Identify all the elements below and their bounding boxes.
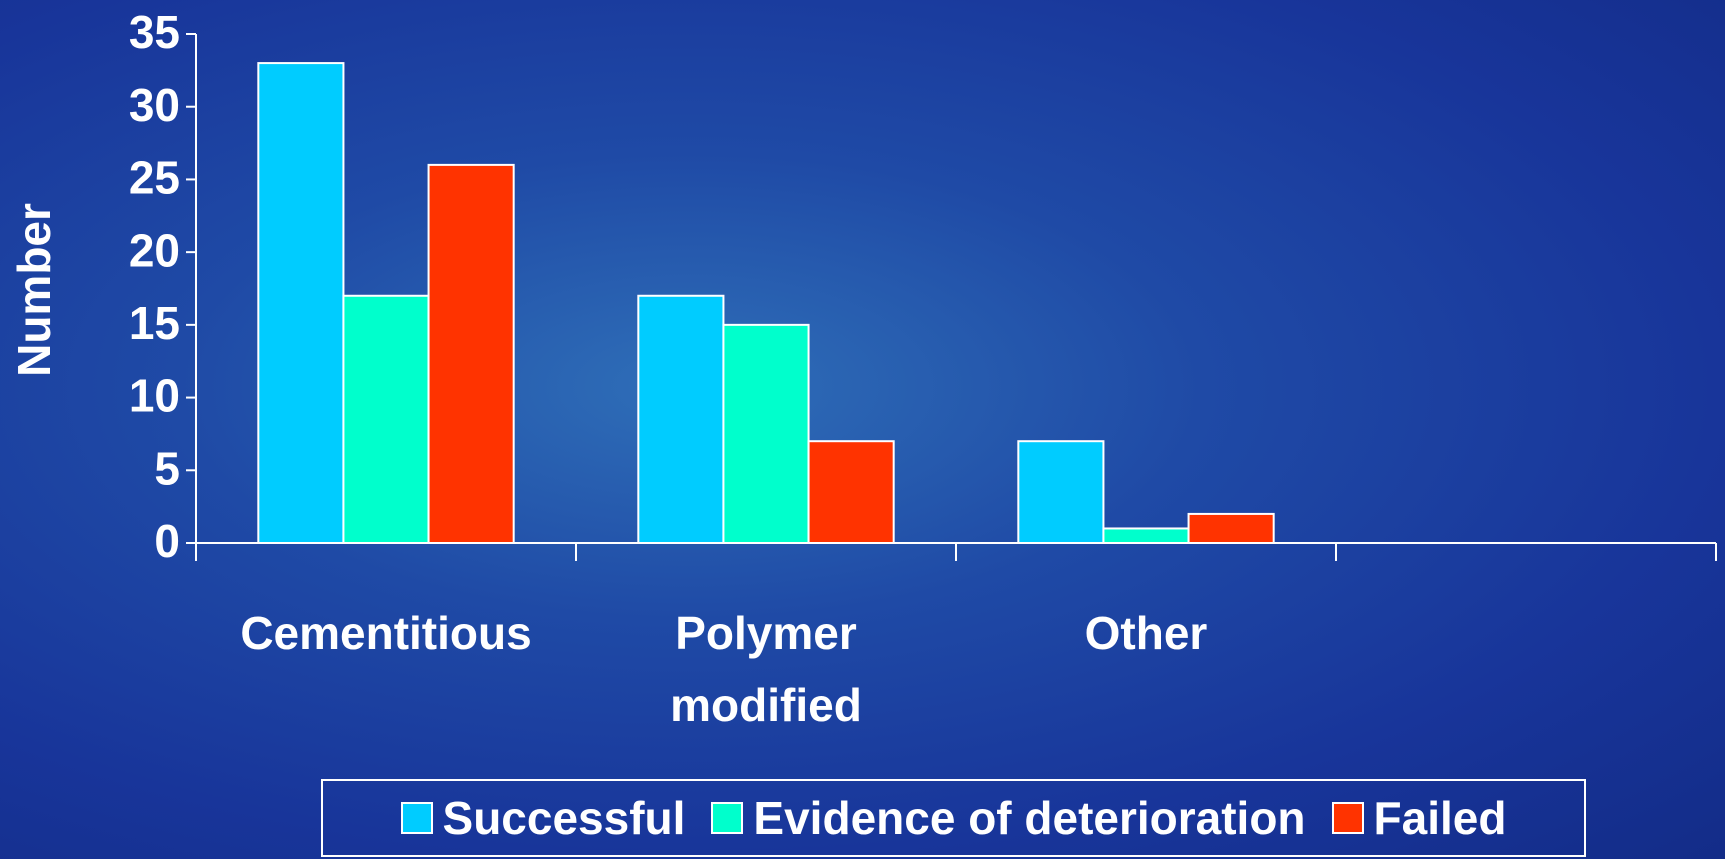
legend-item: Evidence of deterioration (711, 791, 1306, 845)
bar (342, 294, 430, 544)
bar (257, 62, 345, 544)
bar (1187, 512, 1275, 545)
bar (722, 323, 810, 544)
y-tick-label: 35 (129, 6, 180, 58)
y-tick-label: 30 (129, 79, 180, 131)
bar (427, 163, 515, 544)
bar (1102, 527, 1190, 545)
legend-label: Evidence of deterioration (753, 792, 1306, 844)
y-tick-label: 5 (154, 442, 180, 494)
bar (807, 440, 895, 545)
bar (637, 294, 725, 544)
legend-swatch (711, 802, 744, 834)
y-tick-label: 20 (129, 224, 180, 276)
legend-item: Failed (1331, 791, 1507, 845)
legend-label: Successful (442, 792, 686, 844)
y-tick-label: 15 (129, 297, 180, 349)
x-tick-label: Cementitious (240, 607, 532, 659)
y-tick-label: 0 (154, 515, 180, 567)
x-tick-label: Polymer modified (670, 607, 862, 731)
legend-swatch (1331, 802, 1364, 834)
legend-label: Failed (1373, 792, 1507, 844)
y-tick-label: 10 (129, 370, 180, 422)
legend-item: Successful (400, 791, 686, 845)
x-tick-label: Other (1084, 607, 1208, 659)
y-tick-label: 25 (129, 152, 180, 204)
legend-swatch (400, 802, 433, 834)
bar (1017, 440, 1105, 545)
y-axis-label: Number (8, 203, 60, 377)
legend: Successful Evidence of deterioration Faile… (321, 779, 1586, 857)
